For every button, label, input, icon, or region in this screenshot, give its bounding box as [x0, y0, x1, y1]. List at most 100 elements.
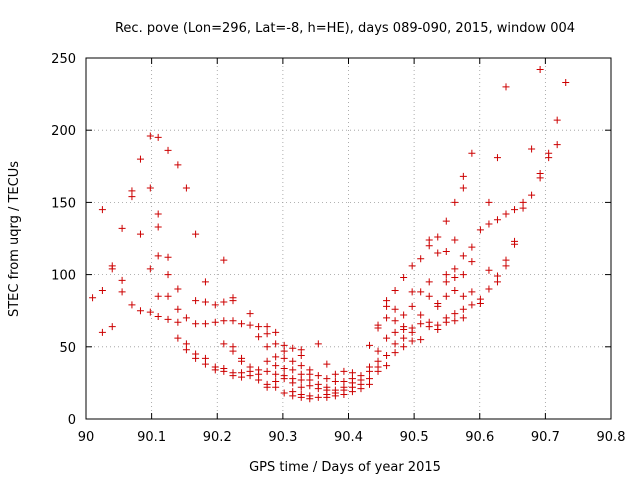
grid-lines: [86, 58, 611, 419]
data-point: [263, 367, 271, 375]
data-point: [272, 362, 280, 370]
data-point: [174, 285, 182, 293]
data-point: [442, 278, 450, 286]
y-tick-label: 250: [51, 52, 76, 67]
data-point: [192, 320, 200, 328]
data-point: [400, 334, 408, 342]
data-point: [459, 292, 467, 300]
data-point: [383, 351, 391, 359]
data-point: [553, 141, 561, 149]
data-point: [211, 318, 219, 326]
data-point: [128, 301, 136, 309]
data-point: [211, 301, 219, 309]
data-point: [280, 354, 288, 362]
data-point: [417, 320, 425, 328]
data-point: [289, 366, 297, 374]
data-point: [314, 372, 322, 380]
data-point: [425, 278, 433, 286]
data-point: [468, 149, 476, 157]
data-point: [374, 324, 382, 332]
data-point: [442, 318, 450, 326]
data-point: [220, 367, 228, 375]
data-point: [451, 317, 459, 325]
data-point: [434, 325, 442, 333]
data-point: [459, 314, 467, 322]
data-point: [136, 307, 144, 315]
data-point: [263, 357, 271, 365]
data-point: [502, 262, 510, 270]
data-point: [255, 323, 263, 331]
data-point: [468, 288, 476, 296]
y-tick-labels: 0 50 100 150 200 250: [51, 52, 76, 428]
y-axis-label: STEC from uqrg / TECUs: [7, 161, 22, 317]
data-point: [451, 198, 459, 206]
data-point: [425, 242, 433, 250]
data-point: [314, 340, 322, 348]
data-point: [255, 333, 263, 341]
data-point: [255, 376, 263, 384]
data-point: [174, 161, 182, 169]
data-point: [280, 375, 288, 383]
data-point: [442, 271, 450, 279]
x-tick-label: 90.5: [400, 430, 429, 445]
data-point: [192, 354, 200, 362]
data-point: [220, 256, 228, 264]
data-point: [164, 253, 172, 261]
data-point: [229, 317, 237, 325]
data-point: [400, 343, 408, 351]
data-point: [391, 286, 399, 294]
data-point: [146, 184, 154, 192]
data-point: [182, 346, 190, 354]
data-point: [280, 389, 288, 397]
data-point: [366, 380, 373, 388]
data-point: [331, 370, 339, 378]
data-point: [289, 379, 297, 387]
data-point: [146, 308, 154, 316]
data-point: [263, 323, 271, 331]
data-point: [220, 298, 228, 306]
data-point: [220, 317, 228, 325]
x-tick-labels: 90 90.1 90.2 90.3 90.4 90.5 90.6 90.7 90.8: [78, 430, 626, 445]
data-point: [451, 273, 459, 281]
data-point: [493, 216, 501, 224]
data-point: [306, 395, 314, 403]
data-point: [289, 392, 297, 400]
data-point: [136, 155, 144, 163]
data-point: [263, 343, 271, 351]
data-point: [98, 328, 106, 336]
data-point: [164, 315, 172, 323]
data-point: [485, 266, 493, 274]
data-point: [272, 383, 280, 391]
x-tick-label: 90.8: [597, 430, 626, 445]
data-point: [485, 198, 493, 206]
data-point: [154, 312, 162, 320]
data-point: [476, 299, 484, 307]
data-point: [391, 349, 399, 357]
data-point: [118, 224, 126, 232]
x-tick-label: 90.1: [137, 430, 166, 445]
data-point: [417, 336, 425, 344]
data-point: [408, 288, 416, 296]
data-point: [174, 318, 182, 326]
data-point: [434, 249, 442, 257]
data-point: [263, 383, 271, 391]
data-point: [154, 210, 162, 218]
y-tick-label: 100: [51, 269, 76, 284]
data-point: [201, 320, 209, 328]
data-point: [383, 334, 391, 342]
x-tick-label: 90: [78, 430, 95, 445]
data-point: [434, 302, 442, 310]
data-point: [562, 79, 570, 87]
data-point: [434, 233, 442, 241]
data-point: [98, 206, 106, 214]
data-point: [476, 226, 484, 234]
data-point: [442, 217, 450, 225]
data-point: [238, 320, 246, 328]
data-point: [519, 204, 527, 212]
data-point: [238, 373, 246, 381]
data-point: [154, 252, 162, 260]
data-point: [425, 292, 433, 300]
data-point: [348, 388, 356, 396]
